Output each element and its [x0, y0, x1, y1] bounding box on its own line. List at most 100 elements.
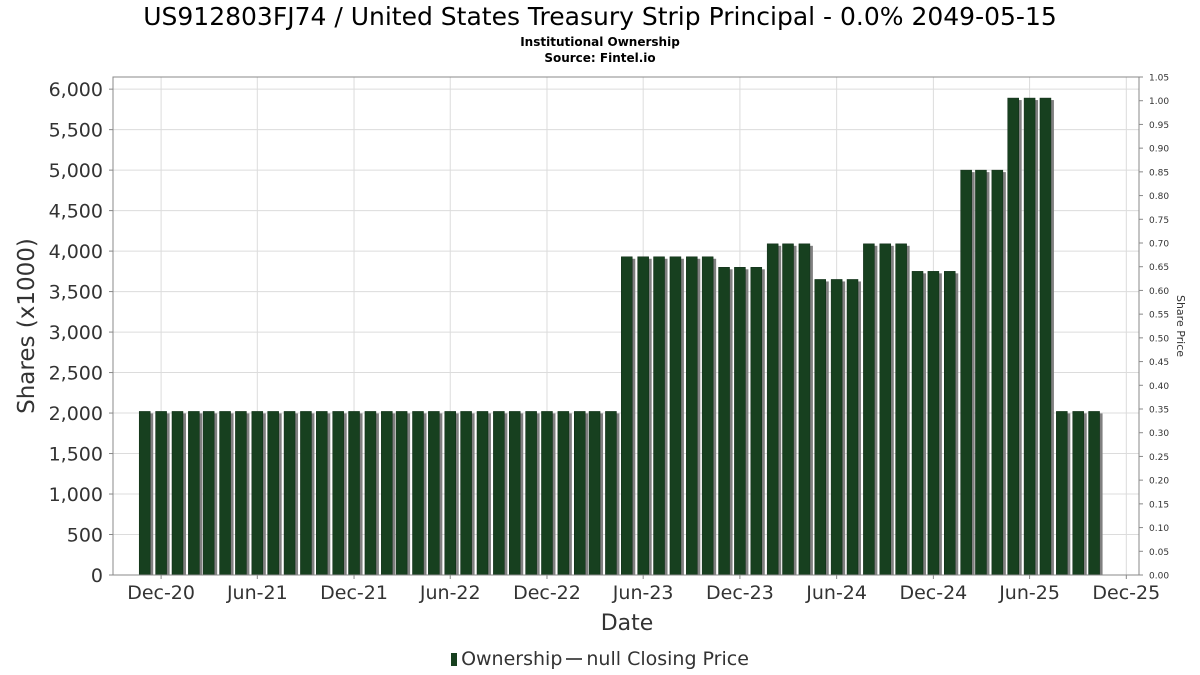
x-tick-label: Dec-20	[127, 582, 195, 604]
ownership-bar	[846, 279, 859, 576]
ownership-bar	[508, 411, 521, 576]
ownership-bar	[911, 271, 924, 576]
ownership-bar	[460, 411, 472, 576]
ownership-bar	[588, 411, 601, 576]
ownership-bar	[879, 243, 892, 576]
ownership-bar	[782, 243, 794, 576]
ownership-bar	[557, 411, 570, 576]
x-tick-label: Jun-25	[998, 582, 1060, 604]
y2-tick-label: 0.95	[1149, 121, 1169, 131]
y-tick-label: 2,000	[49, 403, 103, 425]
y2-tick-label: 0.30	[1149, 429, 1169, 439]
axes: 0 500 1,000 1,500 2,000 2,500 3,000 3,500 4,000 4…	[49, 74, 1170, 605]
y2-tick-label: 0.20	[1149, 477, 1169, 487]
price-legend-swatch	[566, 658, 583, 660]
ownership-bar	[621, 256, 633, 576]
ownership-bar	[364, 411, 377, 576]
y2-tick-label: 0.40	[1149, 382, 1169, 392]
y2-tick-label: 0.80	[1149, 192, 1169, 202]
y-tick-label: 1,000	[49, 484, 103, 506]
ownership-bar	[605, 411, 617, 576]
ownership-bar	[381, 411, 393, 576]
ownership-legend-swatch	[451, 653, 458, 666]
ownership-bar	[960, 169, 972, 576]
ownership-bar	[428, 411, 440, 576]
ownership-bar	[1023, 97, 1036, 576]
ownership-bar	[944, 271, 956, 576]
chart-legend: Ownership null Closing Price	[0, 648, 1200, 670]
ownership-bar	[316, 411, 328, 576]
y2-tick-label: 0.85	[1149, 168, 1169, 178]
y2-tick-label: 1.05	[1149, 74, 1169, 84]
y-tick-label: 5,500	[49, 120, 103, 142]
ownership-bar	[395, 411, 408, 576]
y2-tick-label: 0.35	[1149, 406, 1169, 416]
ownership-bar	[734, 267, 746, 576]
ownership-bar	[412, 411, 424, 576]
plot-frame	[112, 76, 1140, 576]
x-tick-label: Jun-23	[612, 582, 674, 604]
ownership-bar	[171, 411, 184, 576]
y-tick-label: 3,000	[49, 322, 103, 344]
ownership-bar	[476, 411, 489, 576]
x-tick-label: Dec-22	[513, 582, 581, 604]
ownership-bar	[188, 411, 200, 576]
ownership-bar	[863, 243, 875, 576]
chart-source: Source: Fintel.io	[544, 51, 656, 65]
ownership-bar	[202, 411, 215, 576]
ownership-bar	[541, 411, 553, 576]
ownership-bar	[283, 411, 296, 576]
ownership-bar	[573, 411, 586, 576]
ownership-bar	[267, 411, 279, 576]
x-tick-label: Jun-24	[805, 582, 867, 604]
y2-tick-label: 0.10	[1149, 524, 1169, 534]
y-tick-label: 4,000	[49, 241, 103, 263]
ownership-bar	[718, 267, 730, 576]
ownership-bar	[251, 411, 264, 576]
ownership-bar	[493, 411, 505, 576]
ownership-bar	[300, 411, 312, 576]
ownership-bar	[975, 169, 987, 576]
x-tick-label: Dec-24	[899, 582, 967, 604]
ownership-bar	[637, 256, 649, 576]
ownership-bar	[991, 169, 1004, 576]
y-axis-label: Shares (x1000)	[14, 238, 40, 414]
chart-subtitle: Institutional Ownership	[520, 35, 680, 49]
ownership-bar	[332, 411, 344, 576]
ownership-bar	[750, 267, 763, 576]
ownership-bar	[219, 411, 231, 576]
y2-tick-label: 0.45	[1149, 358, 1169, 368]
x-tick-label: Jun-22	[419, 582, 481, 604]
ownership-bar	[798, 243, 811, 576]
ownership-bar	[1088, 411, 1100, 576]
y2-tick-label: 0.15	[1149, 500, 1169, 510]
y2-axis-label: Share Price	[1174, 295, 1187, 357]
ownership-bar	[525, 411, 537, 576]
ownership-bar	[155, 411, 167, 576]
y-tick-label: 2,500	[49, 363, 103, 385]
y-tick-label: 0	[91, 565, 103, 587]
y2-tick-label: 0.25	[1149, 453, 1169, 463]
ownership-bar	[927, 271, 940, 576]
y2-tick-label: 0.75	[1149, 216, 1169, 226]
y2-tick-label: 0.05	[1149, 548, 1169, 558]
ownership-bar	[1056, 411, 1068, 576]
y2-tick-label: 0.70	[1149, 240, 1169, 250]
y-tick-label: 3,500	[49, 282, 103, 304]
ownership-bar	[669, 256, 682, 576]
ownership-legend-label: Ownership	[461, 648, 563, 670]
y-tick-label: 4,500	[49, 201, 103, 223]
ownership-bar	[444, 411, 456, 576]
x-axis-label: Date	[601, 611, 654, 636]
ownership-bar	[895, 243, 907, 576]
price-legend-label: null Closing Price	[586, 648, 749, 670]
y2-tick-label: 1.00	[1149, 97, 1169, 107]
y-tick-label: 6,000	[49, 79, 103, 101]
y2-tick-label: 0.60	[1149, 287, 1169, 297]
ownership-bar	[653, 256, 665, 576]
chart-title: US912803FJ74 / United States Treasury St…	[143, 2, 1057, 31]
y-tick-label: 5,000	[49, 160, 103, 182]
y-tick-label: 1,500	[49, 444, 103, 466]
ownership-bar	[701, 256, 714, 576]
